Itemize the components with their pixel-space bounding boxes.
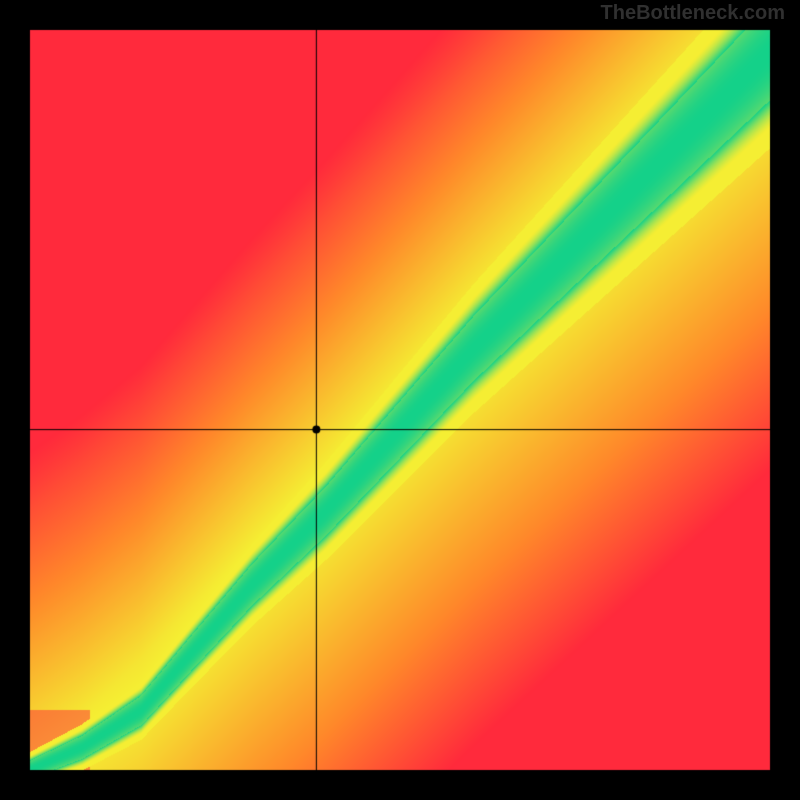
bottleneck-heatmap (0, 0, 800, 800)
chart-container: TheBottleneck.com (0, 0, 800, 800)
watermark-text: TheBottleneck.com (601, 2, 785, 25)
